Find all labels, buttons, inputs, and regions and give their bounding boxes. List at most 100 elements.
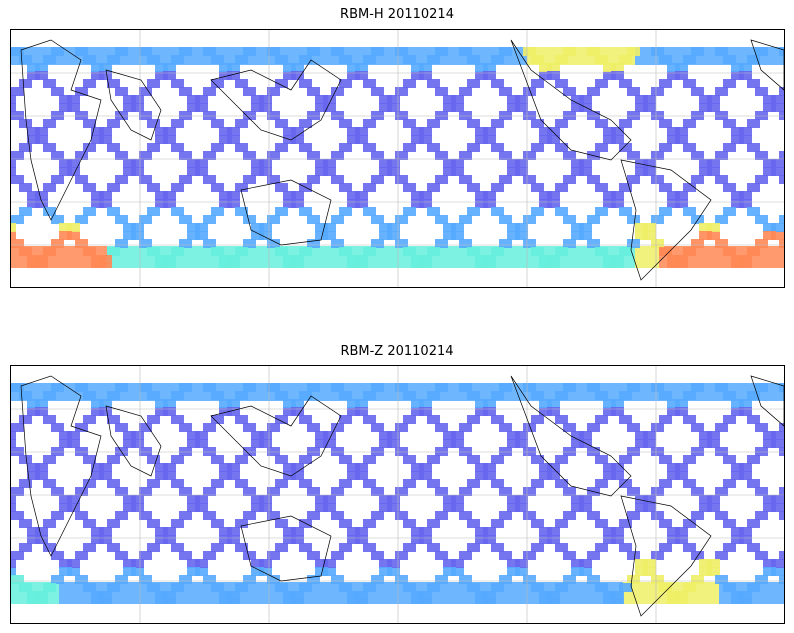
swath-segment: [355, 407, 368, 416]
swath-segment: [19, 79, 32, 88]
swath-segment: [603, 255, 616, 264]
swath-segment: [643, 439, 656, 448]
swath-segment: [11, 223, 16, 232]
swath-segment: [635, 495, 648, 504]
swath-segment: [691, 487, 704, 496]
swath-segment: [59, 495, 72, 504]
swath-segment: [739, 71, 752, 80]
swath-segment: [107, 207, 120, 216]
swath-segment: [371, 47, 384, 56]
swath-segment: [515, 559, 528, 568]
swath-segment: [403, 415, 416, 424]
swath-segment: [571, 439, 584, 448]
swath-segment: [467, 119, 480, 128]
swath-segment: [475, 591, 488, 600]
swath-segment: [51, 575, 64, 584]
swath-segment: [67, 495, 80, 504]
swath-segment: [75, 487, 88, 496]
swath-segment: [203, 423, 216, 432]
swath-segment: [619, 543, 632, 552]
swath-segment: [539, 71, 552, 80]
swath-segment: [251, 103, 264, 112]
swath-segment: [235, 543, 248, 552]
swath-segment: [667, 255, 680, 264]
swath-segment: [387, 503, 400, 512]
swath-segment: [219, 463, 232, 472]
swath-segment: [275, 79, 288, 88]
swath-segment: [763, 231, 776, 240]
swath-segment: [355, 191, 368, 200]
swath-segment: [547, 255, 560, 264]
swath-segment: [723, 391, 736, 400]
gridlines: [11, 30, 784, 287]
swath-segment: [635, 167, 648, 176]
swath-segment: [771, 503, 784, 512]
swath-segment: [523, 487, 536, 496]
swath-segment: [627, 423, 640, 432]
coverage-cell: [383, 47, 395, 65]
swath-segment: [243, 423, 256, 432]
swath-segment: [179, 575, 192, 584]
swath-segment: [547, 591, 560, 600]
swath-segment: [59, 231, 72, 240]
swath-segment: [747, 79, 760, 88]
coverage-cell: [575, 47, 587, 65]
swath-segment: [43, 391, 56, 400]
swath-segment: [411, 471, 424, 480]
swath-segment: [163, 407, 176, 416]
swath-segment: [363, 183, 376, 192]
swath-segment: [523, 239, 536, 248]
coverage-cell: [671, 47, 683, 65]
swath-segment: [291, 135, 304, 144]
swath-segment: [683, 543, 696, 552]
swath-segment: [403, 207, 416, 216]
swath-segment: [507, 103, 520, 112]
swath-segment: [211, 207, 224, 216]
swath-segment: [667, 63, 680, 72]
swath-segment: [99, 407, 112, 416]
swath-segment: [83, 79, 96, 88]
swath-segment: [83, 543, 96, 552]
swath-segment: [475, 71, 488, 80]
swath-segment: [99, 535, 112, 544]
swath-segment: [475, 463, 488, 472]
swath-segment: [363, 119, 376, 128]
coverage-cell: [575, 582, 587, 604]
swath-segment: [91, 127, 104, 136]
swath-segment: [115, 487, 128, 496]
swath-segment: [675, 127, 688, 136]
swath-segment: [435, 551, 448, 560]
swath-segment: [763, 223, 776, 232]
swath-segment: [123, 159, 136, 168]
swath-segment: [715, 447, 728, 456]
swath-segment: [723, 455, 736, 464]
swath-segment: [147, 55, 160, 64]
swath-segment: [195, 95, 208, 104]
swath-segment: [387, 223, 400, 232]
coverage-cell: [575, 383, 587, 401]
swath-segment: [571, 223, 584, 232]
swath-segment: [427, 543, 440, 552]
swath-segment: [27, 463, 40, 472]
swath-segment: [75, 551, 88, 560]
swath-segment: [155, 463, 168, 472]
swath-segment: [195, 567, 208, 576]
swath-segment: [667, 191, 680, 200]
swath-segment: [115, 87, 128, 96]
swath-segment: [299, 543, 312, 552]
swath-segment: [747, 247, 760, 256]
swath-segment: [347, 63, 360, 72]
swath-segment: [179, 511, 192, 520]
swath-segment: [627, 87, 640, 96]
swath-segment: [451, 503, 464, 512]
swath-segment: [51, 423, 64, 432]
swath-segment: [411, 399, 424, 408]
swath-segment: [499, 447, 512, 456]
swath-segment: [467, 183, 480, 192]
swath-segment: [563, 383, 576, 392]
swath-segment: [691, 447, 704, 456]
swath-segment: [707, 439, 720, 448]
swath-segment: [627, 239, 640, 248]
swath-segment: [355, 199, 368, 208]
swath-segment: [411, 135, 424, 144]
